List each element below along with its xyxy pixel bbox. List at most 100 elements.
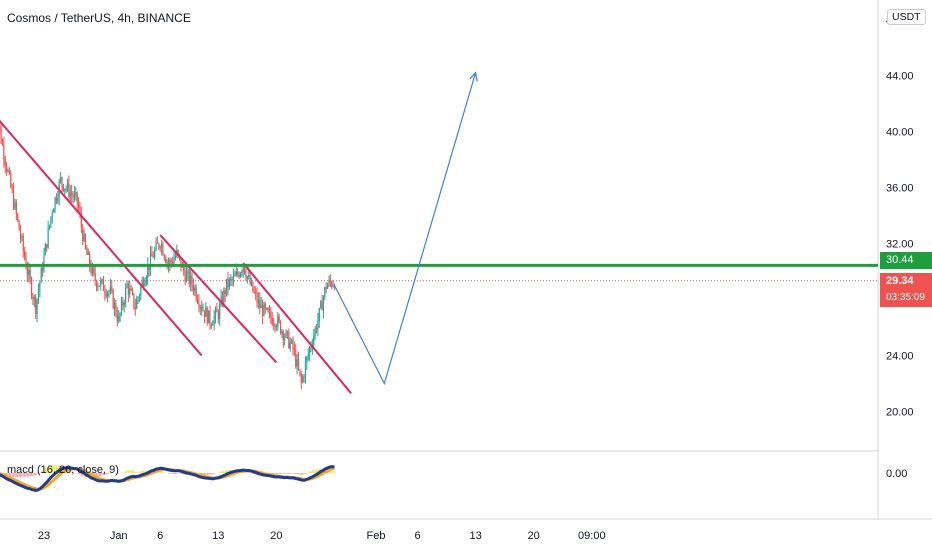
candle-body xyxy=(321,302,322,311)
candle-body xyxy=(191,276,192,285)
candle-body xyxy=(78,202,79,208)
candle-body xyxy=(207,308,208,323)
candle-body xyxy=(272,318,273,324)
descending-trendline xyxy=(0,115,202,356)
candle-body xyxy=(17,214,18,220)
candle-body xyxy=(173,259,174,264)
candle-body xyxy=(121,302,122,314)
countdown-timer: 03:35:09 xyxy=(886,290,932,305)
candle-body xyxy=(285,331,286,337)
candle-body xyxy=(43,255,44,271)
candle-body xyxy=(252,282,253,292)
candle-body xyxy=(291,340,292,343)
candle-body xyxy=(201,307,202,311)
candle-body xyxy=(93,268,94,274)
candle-body xyxy=(36,299,37,314)
candle-body xyxy=(290,343,291,349)
candle-body xyxy=(57,197,58,200)
candle-body xyxy=(70,193,71,197)
candle-body xyxy=(323,298,324,311)
candle-body xyxy=(154,250,155,258)
candle-body xyxy=(146,278,147,283)
candle-body xyxy=(157,242,158,243)
candle-body xyxy=(241,272,242,273)
candle-body xyxy=(265,304,266,309)
candle-body xyxy=(97,286,98,287)
candle-body xyxy=(205,308,206,317)
candle-body xyxy=(258,300,259,303)
macd-tick-label: 0.00 xyxy=(886,468,907,480)
candle-body xyxy=(114,303,115,308)
candle-body xyxy=(129,289,130,295)
price-tick-label: 40.00 xyxy=(886,127,914,139)
time-tick-label: 13 xyxy=(212,530,224,542)
candle-body xyxy=(38,291,39,299)
candle-body xyxy=(225,290,226,294)
candle-body xyxy=(13,190,14,208)
macd-indicator-label[interactable]: macd (16, 26, close, 9) xyxy=(7,464,119,476)
candle-body xyxy=(135,307,136,309)
candle-body xyxy=(254,292,255,293)
candle-body xyxy=(276,326,277,327)
currency-unit-button[interactable]: USDT xyxy=(887,9,926,25)
candle-body xyxy=(302,377,303,383)
candle-body xyxy=(238,274,239,277)
candle-body xyxy=(45,244,46,255)
candle-body xyxy=(226,279,227,294)
candle-body xyxy=(237,272,238,275)
candle-body xyxy=(126,284,127,288)
candle-body xyxy=(53,209,54,212)
candle-body xyxy=(331,282,332,286)
candle-body xyxy=(92,268,93,274)
candle-body xyxy=(56,197,57,200)
candle-body xyxy=(3,145,4,160)
candle-body xyxy=(164,255,165,258)
candle-body xyxy=(212,324,213,325)
candle-body xyxy=(28,270,29,275)
candle-body xyxy=(233,276,234,280)
candle-body xyxy=(131,289,132,291)
candle-body xyxy=(245,273,246,278)
candle-body xyxy=(319,308,320,321)
price-tick-label: 24.00 xyxy=(886,351,914,363)
candle-body xyxy=(34,297,35,299)
candle-body xyxy=(280,321,281,333)
candle-body xyxy=(211,325,212,326)
candle-body xyxy=(136,300,137,309)
candle-body xyxy=(268,308,269,311)
candle-body xyxy=(39,282,40,290)
candle-body xyxy=(255,292,256,293)
candle-body xyxy=(236,272,237,276)
candle-body xyxy=(198,302,199,307)
candle-body xyxy=(190,276,191,285)
candle-body xyxy=(333,285,334,286)
candle-body xyxy=(303,377,304,378)
candle-body xyxy=(284,337,285,340)
candle-body xyxy=(175,256,176,258)
candle-body xyxy=(324,287,325,297)
candle-body xyxy=(115,303,116,315)
candle-body xyxy=(187,271,188,273)
candle-body xyxy=(310,347,311,348)
candle-body xyxy=(139,295,140,297)
candle-body xyxy=(32,296,33,299)
candle-body xyxy=(74,194,75,198)
candle-body xyxy=(197,299,198,303)
candle-body xyxy=(283,331,284,339)
candle-body xyxy=(232,279,233,280)
candle-body xyxy=(7,171,8,172)
candle-body xyxy=(10,173,11,187)
time-tick-label: 20 xyxy=(270,530,282,542)
candle-body xyxy=(132,290,133,293)
candle-body xyxy=(133,294,134,307)
candle-body xyxy=(274,325,275,328)
candle-body xyxy=(273,325,274,326)
time-tick-label: 6 xyxy=(414,530,420,542)
candle-body xyxy=(6,165,7,171)
candle-body xyxy=(234,276,235,277)
candle-body xyxy=(219,305,220,319)
candle-body xyxy=(12,187,13,191)
time-tick-label: 20 xyxy=(528,530,540,542)
